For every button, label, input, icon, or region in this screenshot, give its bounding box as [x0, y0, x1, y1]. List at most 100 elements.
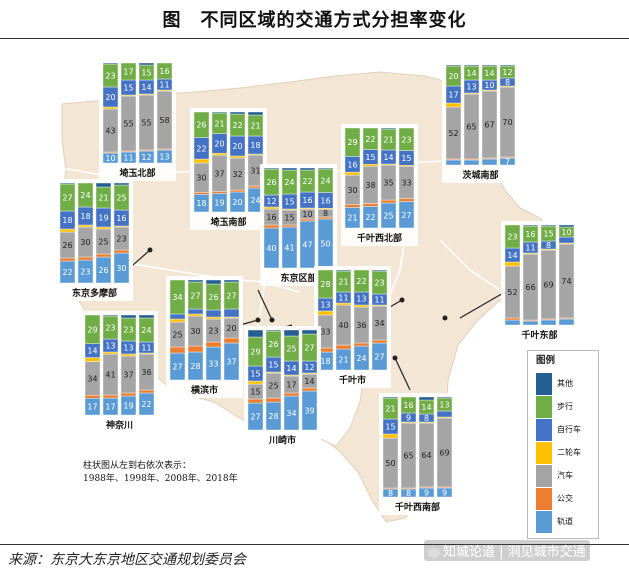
bar-value-label: 13 — [356, 295, 366, 304]
legend-label: 二轮车 — [557, 448, 581, 457]
bar-value-label: 70 — [502, 118, 512, 127]
region-chart: 27 25 34 28 30 27 33 23 26 37 20 27 横滨市 — [166, 276, 243, 398]
bar-segment-bus — [265, 397, 282, 403]
bar-value-label: 41 — [284, 244, 294, 253]
bar-segment-bus — [211, 191, 228, 194]
watermark: 知城论道 | 洞见城市交通 — [424, 540, 590, 561]
region-charts: 10 43 20 23 11 55 15 17 12 55 14 15 13 58 11 16 埼玉北部 52 17… — [56, 59, 578, 515]
legend-label: 步行 — [557, 402, 573, 411]
bar-value-label: 66 — [525, 283, 535, 292]
bar-value-label: 12 — [502, 68, 512, 77]
bar-value-label: 27 — [401, 211, 411, 220]
bar-segment-walk — [77, 182, 94, 208]
bar-segment-other — [211, 111, 228, 114]
bar-segment-rail — [558, 318, 575, 326]
bar-value-label: 26 — [196, 121, 206, 130]
bar-value-label: 26 — [266, 178, 276, 187]
bar-segment-rail — [504, 319, 521, 326]
bar-segment-other — [223, 279, 240, 283]
legend-item-rail: 轨道 — [536, 511, 596, 533]
bar-value-label: 18 — [196, 199, 206, 208]
bar-value-label: 14 — [87, 347, 97, 356]
bar-value-label: 15 — [284, 214, 294, 223]
region-label: 千叶市 — [339, 374, 366, 386]
bar-segment-bus — [299, 218, 316, 222]
bar-segment-bike — [187, 313, 204, 317]
bar-segment-bus — [120, 392, 137, 397]
bar-segment-cycle — [436, 410, 453, 418]
title-divider — [0, 38, 629, 39]
bar-value-label: 69 — [543, 281, 553, 290]
bar-segment-walk — [169, 279, 186, 315]
bar-segment-other — [187, 279, 204, 283]
bar-segment-bike — [504, 261, 521, 267]
source-text: 来源：东京大东京地区交通规划委员会 — [8, 552, 246, 568]
bar-segment-bus — [344, 204, 361, 208]
chart-note: 柱状图从左到右依次表示： 1988年、1998年、2008年、2018年 — [83, 460, 238, 486]
bar-value-label: 23 — [80, 268, 90, 277]
bar-segment-other — [138, 314, 155, 319]
bar-segment-other — [445, 64, 462, 67]
bar-segment-other — [463, 64, 480, 67]
region-chart: 40 16 12 26 41 15 15 24 47 10 16 22 50 8 16 24 东京区部 — [260, 164, 337, 286]
bar-value-label: 34 — [374, 319, 384, 328]
bar-value-label: 27 — [250, 413, 260, 422]
bar-value-label: 11 — [374, 296, 384, 305]
bar-segment-other — [540, 224, 557, 227]
bar-value-label: 11 — [141, 344, 151, 353]
bar-segment-bus — [95, 253, 112, 258]
bar-segment-other — [59, 182, 76, 185]
bar-value-label: 27 — [226, 292, 236, 301]
bar-value-label: 21 — [385, 405, 395, 414]
bar-segment-cycle — [205, 309, 222, 318]
bar-segment-other — [102, 62, 119, 65]
bar-value-label: 11 — [159, 81, 169, 90]
legend-swatch — [536, 488, 552, 510]
bar-value-label: 22 — [62, 268, 72, 277]
bar-segment-walk — [353, 269, 370, 293]
bar-value-label: 26 — [62, 241, 72, 250]
bar-segment-bike — [205, 316, 222, 320]
bar-value-label: 30 — [196, 174, 206, 183]
region-chart: 8 50 15 21 8 65 9 16 9 64 8 14 9 69 13 千叶西南部 — [379, 393, 456, 515]
bar-value-label: 28 — [268, 412, 278, 421]
bar-segment-rail — [540, 319, 557, 326]
region-label: 埼玉南部 — [210, 216, 246, 228]
bar-segment-other — [138, 62, 155, 66]
bar-value-label: 19 — [98, 214, 108, 223]
bar-value-label: 22 — [141, 400, 151, 409]
bar-value-label: 16 — [525, 230, 535, 239]
bar-segment-other — [301, 329, 318, 335]
bar-value-label: 16 — [403, 401, 413, 410]
bar-segment-other — [247, 111, 264, 116]
bar-value-label: 40 — [338, 321, 348, 330]
bar-value-label: 20 — [105, 93, 115, 102]
bar-value-label: 27 — [172, 363, 182, 372]
bar-segment-cycle — [187, 308, 204, 315]
bar-value-label: 21 — [338, 356, 348, 365]
bar-segment-cycle — [223, 308, 240, 318]
legend-swatch — [536, 396, 552, 418]
bar-value-label: 25 — [286, 345, 296, 354]
bar-segment-bus — [362, 203, 379, 207]
bar-segment-rail — [445, 159, 462, 166]
legend-item-other: 其他 — [536, 373, 596, 395]
bar-value-label: 22 — [302, 177, 312, 186]
bar-value-label: 33 — [208, 360, 218, 369]
legend-swatch — [536, 465, 552, 487]
bar-segment-rail — [481, 158, 498, 166]
legend-label: 轨道 — [557, 517, 573, 526]
region-chart: 10 43 20 23 11 55 15 17 12 55 14 15 13 58 11 16 埼玉北部 — [99, 59, 176, 181]
region-label: 横滨市 — [191, 384, 218, 396]
legend-item-car: 汽车 — [536, 465, 596, 487]
bar-value-label: 20 — [232, 142, 242, 151]
bar-value-label: 37 — [226, 358, 236, 367]
bar-value-label: 19 — [214, 199, 224, 208]
bar-segment-bus — [263, 224, 280, 229]
bar-value-label: 10 — [302, 210, 312, 219]
bar-value-label: 14 — [421, 403, 431, 412]
bar-value-label: 50 — [385, 459, 395, 468]
bar-value-label: 18 — [62, 216, 72, 225]
bar-segment-other — [299, 167, 316, 171]
bar-segment-other — [265, 329, 282, 332]
